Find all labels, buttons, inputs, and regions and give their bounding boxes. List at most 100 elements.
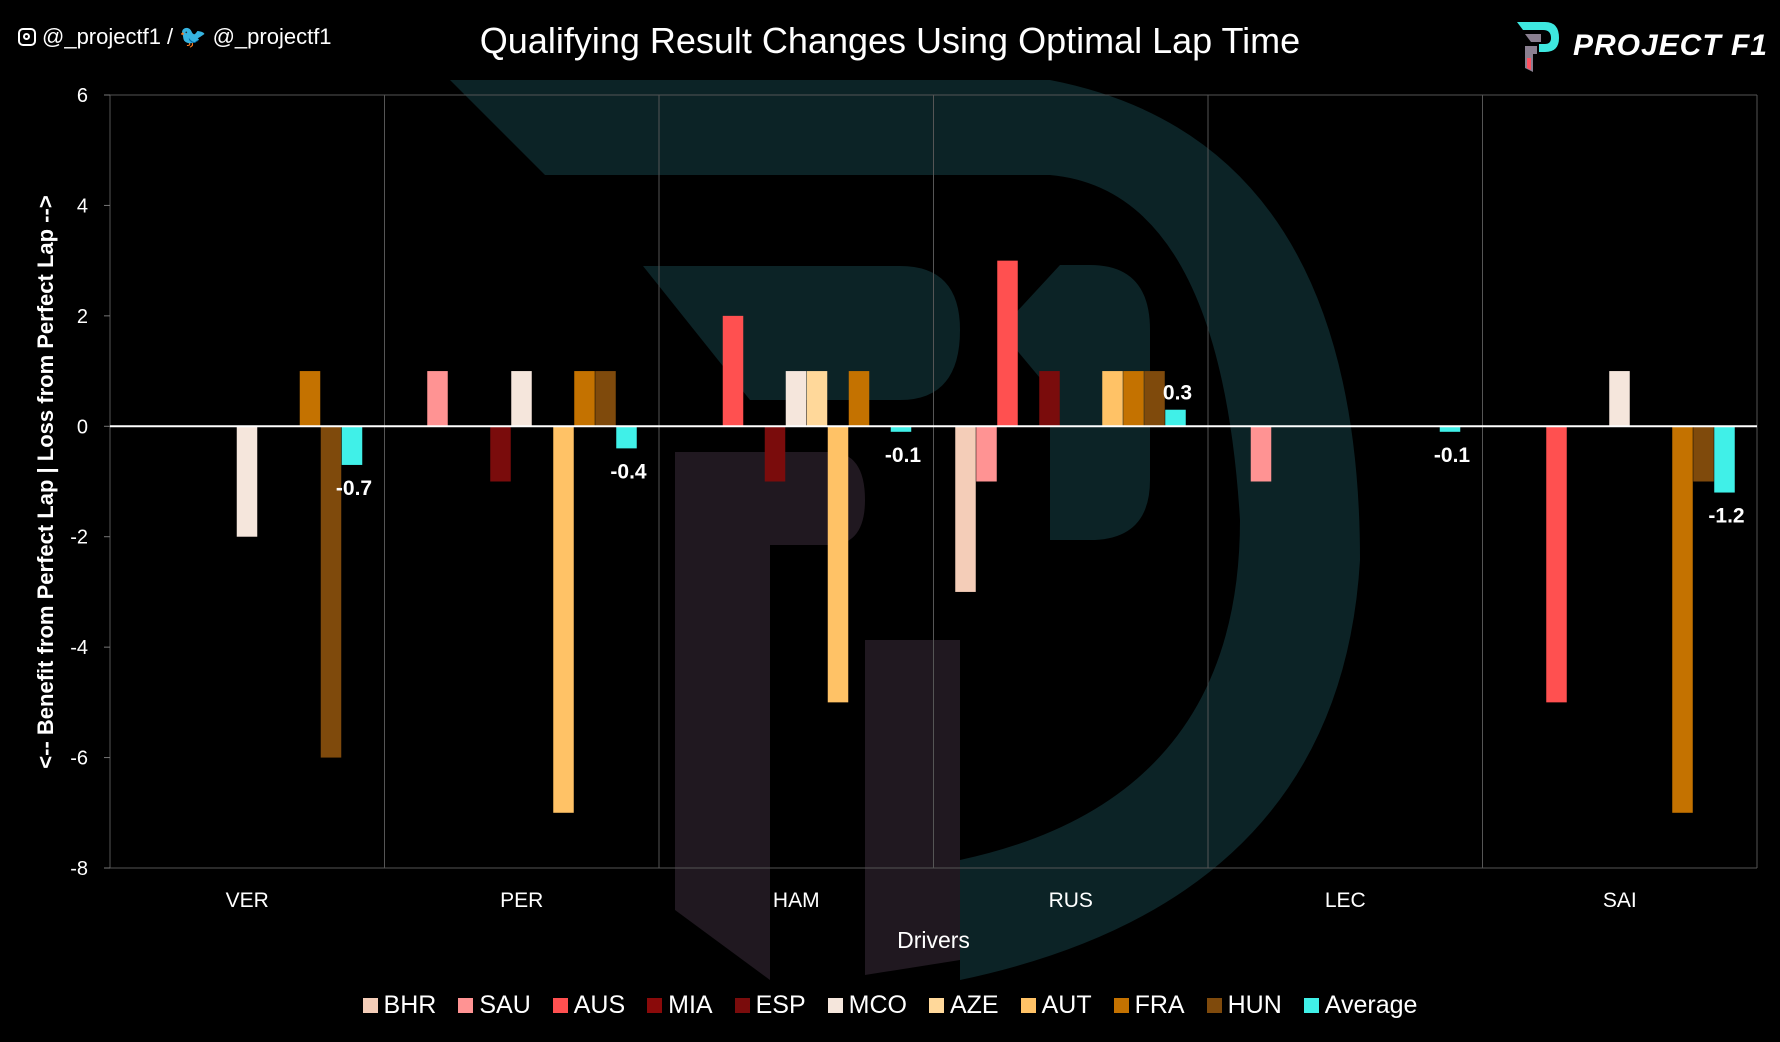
twitter-icon: 🐦 [179,24,207,49]
x-axis-label: Drivers [897,927,970,953]
legend-label: MIA [668,991,713,1019]
legend-label: MCO [848,991,907,1019]
x-tick-label: SAI [1603,889,1637,912]
bar-hun-sai [1693,426,1714,482]
x-tick-label: HAM [773,889,820,912]
legend-item-esp: ESP [734,990,806,1020]
bar-average-ham [890,426,912,432]
legend-label: HUN [1227,991,1282,1019]
bar-mco-sai [1609,371,1630,427]
legend-swatch [827,997,843,1013]
legend-label: AZE [949,991,999,1019]
bar-sau-lec [1250,426,1272,482]
data-label: -0.7 [336,477,372,500]
legend-swatch [362,997,378,1013]
social-handles: @_projectf1 / 🐦 @_projectf1 [18,24,332,50]
watermark-logo [450,80,1360,980]
legend-swatch [1020,997,1036,1013]
legend-label: Average [1324,991,1418,1019]
bar-aus-rus [997,260,1018,427]
bar-hun-rus [1144,371,1165,427]
legend-item-aus: AUS [552,990,626,1020]
bar-mco-per [511,371,532,427]
bar-mco-ver [236,426,258,537]
legend-item-aze: AZE [928,990,999,1020]
legend-label: ESP [755,991,806,1019]
x-tick-label: LEC [1325,889,1366,912]
bar-hun-ver [320,426,342,758]
bar-esp-ham [764,426,786,482]
bar-fra-per [574,371,595,427]
legend-swatch [552,997,568,1013]
legend-label: SAU [479,991,531,1019]
twitter-handle: @_projectf1 [212,24,332,49]
brand-name: PROJECT F1 [1572,29,1768,62]
bar-aut-rus [1102,371,1123,427]
bar-aut-ham [827,426,849,703]
y-tick-label: -6 [70,748,88,770]
bar-aus-ham [722,315,744,427]
bar-hun-per [595,371,616,427]
legend-item-fra: FRA [1113,990,1185,1020]
bar-aze-ham [806,371,828,427]
legend-item-aut: AUT [1020,990,1092,1020]
legend-swatch [1303,997,1319,1013]
bar-average-ver [341,426,363,465]
y-tick-label: 0 [77,416,88,438]
legend-swatch [647,997,663,1013]
legend-item-hun: HUN [1206,990,1282,1020]
bar-sau-per [427,371,448,427]
bar-fra-sai [1672,426,1693,813]
bar-sau-rus [976,426,997,482]
y-tick-label: 6 [77,85,88,107]
instagram-icon [18,28,36,46]
legend-swatch [1113,997,1129,1013]
legend-item-sau: SAU [458,990,531,1020]
y-tick-label: 2 [77,306,88,328]
bar-aut-per [553,426,574,813]
data-label: -0.1 [885,444,922,467]
y-tick-label: -2 [70,527,88,549]
data-label: -1.2 [1708,505,1744,528]
brand-logo: PROJECT F1 [1513,18,1768,74]
legend-swatch [458,997,474,1013]
y-tick-label: -4 [70,637,88,659]
bar-average-per [616,426,637,449]
legend-item-bhr: BHR [362,990,437,1020]
legend-label: AUS [573,991,626,1019]
x-tick-label: RUS [1049,889,1093,912]
data-label: -0.4 [610,460,647,483]
bar-average-sai [1714,426,1735,493]
bar-esp-per [490,426,511,482]
x-tick-label: PER [500,889,543,912]
bar-average-lec [1439,426,1461,432]
bar-aus-sai [1546,426,1567,703]
bar-mco-ham [785,371,807,427]
legend-item-average: Average [1303,990,1418,1020]
legend-swatch [1206,997,1222,1013]
legend-label: AUT [1041,991,1092,1019]
bar-average-rus [1165,409,1186,427]
bar-fra-rus [1123,371,1144,427]
x-tick-label: VER [226,889,269,912]
legend-label: BHR [383,991,437,1019]
legend: BHR SAU AUS MIA ESP MCO AZE AUT FRA HUN Average [0,990,1780,1020]
chart-title: Qualifying Result Changes Using Optimal … [479,20,1301,61]
bar-fra-ham [848,371,870,427]
instagram-handle: @_projectf1 / [42,24,174,49]
y-axis-label: <-- Benefit from Perfect Lap | Loss from… [33,195,58,768]
bar-esp-rus [1039,371,1060,427]
data-label: -0.1 [1434,444,1471,467]
legend-swatch [928,997,944,1013]
legend-item-mco: MCO [827,990,907,1020]
bar-fra-ver [299,371,321,427]
legend-item-mia: MIA [647,990,713,1020]
y-tick-label: -8 [70,858,88,880]
legend-swatch [734,997,750,1013]
legend-label: FRA [1134,991,1185,1019]
data-label: 0.3 [1163,382,1192,405]
y-tick-label: 4 [77,195,88,217]
project-f1-logo-icon [1516,22,1559,72]
bar-bhr-rus [955,426,976,592]
